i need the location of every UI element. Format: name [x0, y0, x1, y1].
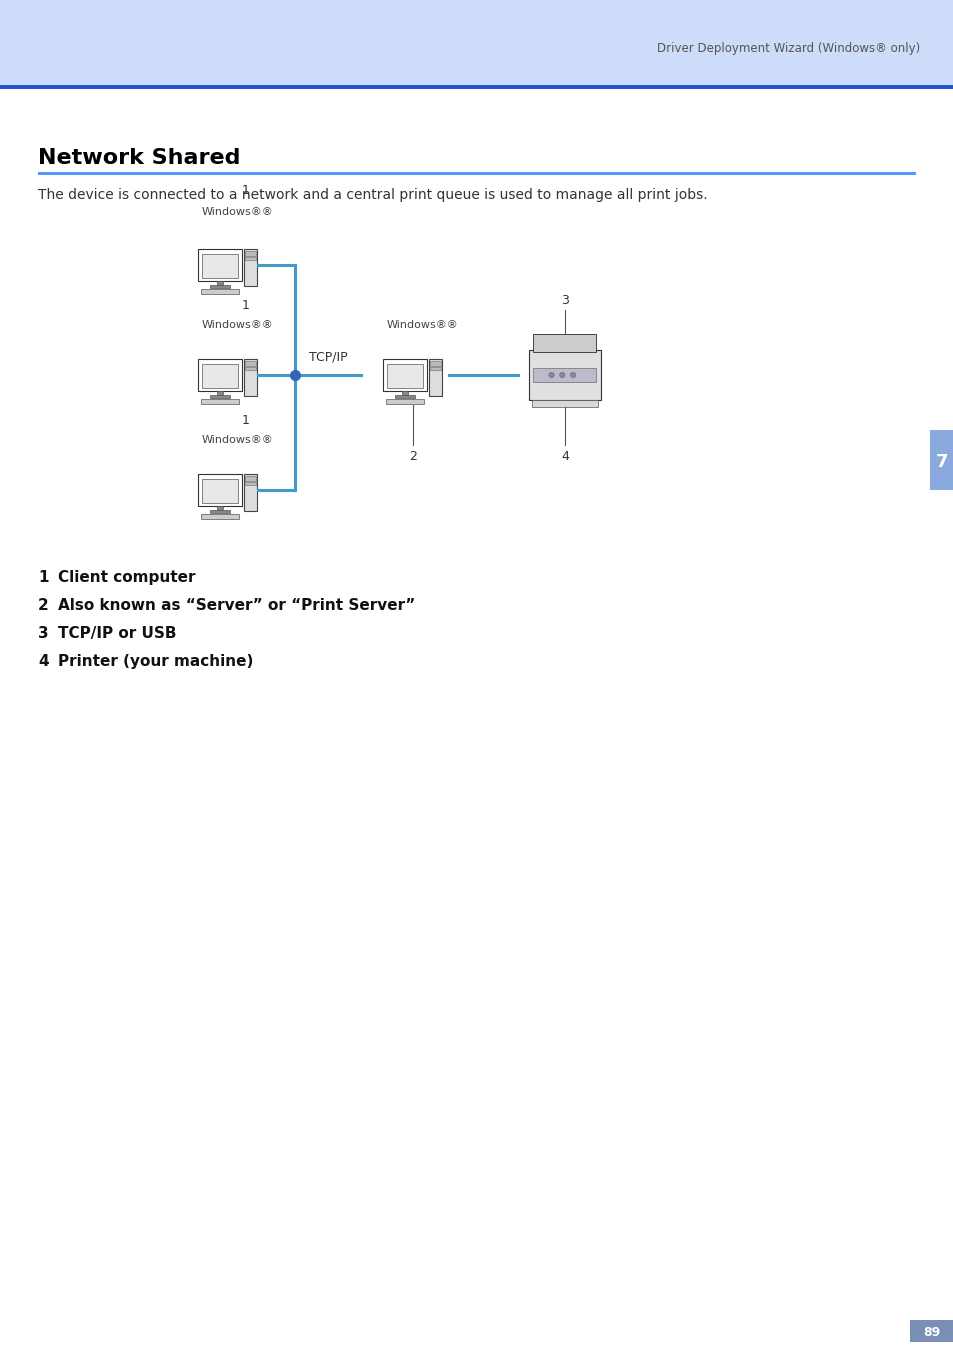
Bar — [909, 1320, 953, 1342]
Text: Driver Deployment Wizard (Windows® only): Driver Deployment Wizard (Windows® only) — [656, 42, 919, 55]
Text: 89: 89 — [923, 1326, 940, 1338]
Text: 3: 3 — [560, 294, 568, 306]
Bar — [201, 289, 238, 294]
Bar — [197, 474, 242, 506]
Bar — [401, 392, 408, 396]
Bar — [210, 396, 230, 398]
Bar — [430, 367, 440, 370]
Text: Client computer: Client computer — [58, 570, 195, 585]
Bar — [430, 360, 440, 366]
Text: Also known as “Server” or “Print Server”: Also known as “Server” or “Print Server” — [58, 598, 415, 613]
Bar — [210, 285, 230, 288]
Text: The device is connected to a network and a central print queue is used to manage: The device is connected to a network and… — [38, 188, 707, 202]
Text: 7: 7 — [935, 454, 947, 471]
Bar — [202, 364, 237, 387]
Text: 1: 1 — [242, 184, 250, 197]
Text: 2: 2 — [38, 598, 49, 613]
Text: Printer (your machine): Printer (your machine) — [58, 653, 253, 670]
Bar — [387, 364, 422, 387]
Bar — [529, 350, 600, 400]
Bar — [244, 474, 257, 512]
Text: Windows®®: Windows®® — [202, 207, 274, 217]
Bar — [216, 392, 223, 396]
Text: 4: 4 — [38, 653, 49, 670]
Circle shape — [559, 373, 564, 378]
Bar — [245, 251, 255, 255]
Bar — [197, 248, 242, 281]
Bar — [533, 333, 596, 352]
Bar — [245, 482, 255, 485]
Bar — [244, 359, 257, 397]
Bar — [202, 254, 237, 278]
Bar — [216, 281, 223, 285]
Bar — [0, 85, 953, 89]
Text: 4: 4 — [560, 450, 568, 463]
Bar — [531, 400, 598, 406]
Bar — [382, 359, 427, 392]
Bar — [210, 510, 230, 513]
Bar — [245, 360, 255, 366]
Bar — [0, 0, 953, 88]
Bar — [386, 398, 423, 404]
Bar — [245, 258, 255, 261]
Text: Windows®®: Windows®® — [202, 435, 274, 446]
Bar — [202, 479, 237, 502]
Text: 2: 2 — [409, 450, 416, 463]
Text: 1: 1 — [38, 570, 49, 585]
Bar — [533, 367, 596, 382]
Bar — [428, 359, 442, 397]
Bar — [38, 171, 915, 174]
Bar — [245, 475, 255, 481]
Text: Windows®®: Windows®® — [387, 320, 458, 329]
Bar — [245, 367, 255, 370]
Text: TCP/IP: TCP/IP — [309, 350, 347, 363]
Text: 3: 3 — [38, 626, 49, 641]
Text: Network Shared: Network Shared — [38, 148, 240, 167]
Bar — [201, 398, 238, 404]
Bar — [929, 431, 953, 490]
Circle shape — [548, 373, 554, 378]
Bar — [216, 506, 223, 510]
Circle shape — [570, 373, 576, 378]
Text: Windows®®: Windows®® — [202, 320, 274, 329]
Text: TCP/IP or USB: TCP/IP or USB — [58, 626, 176, 641]
Text: 1: 1 — [242, 298, 250, 312]
Text: 1: 1 — [242, 414, 250, 427]
Bar — [197, 359, 242, 392]
Bar — [244, 248, 257, 286]
Bar — [395, 396, 415, 398]
Bar — [201, 514, 238, 518]
